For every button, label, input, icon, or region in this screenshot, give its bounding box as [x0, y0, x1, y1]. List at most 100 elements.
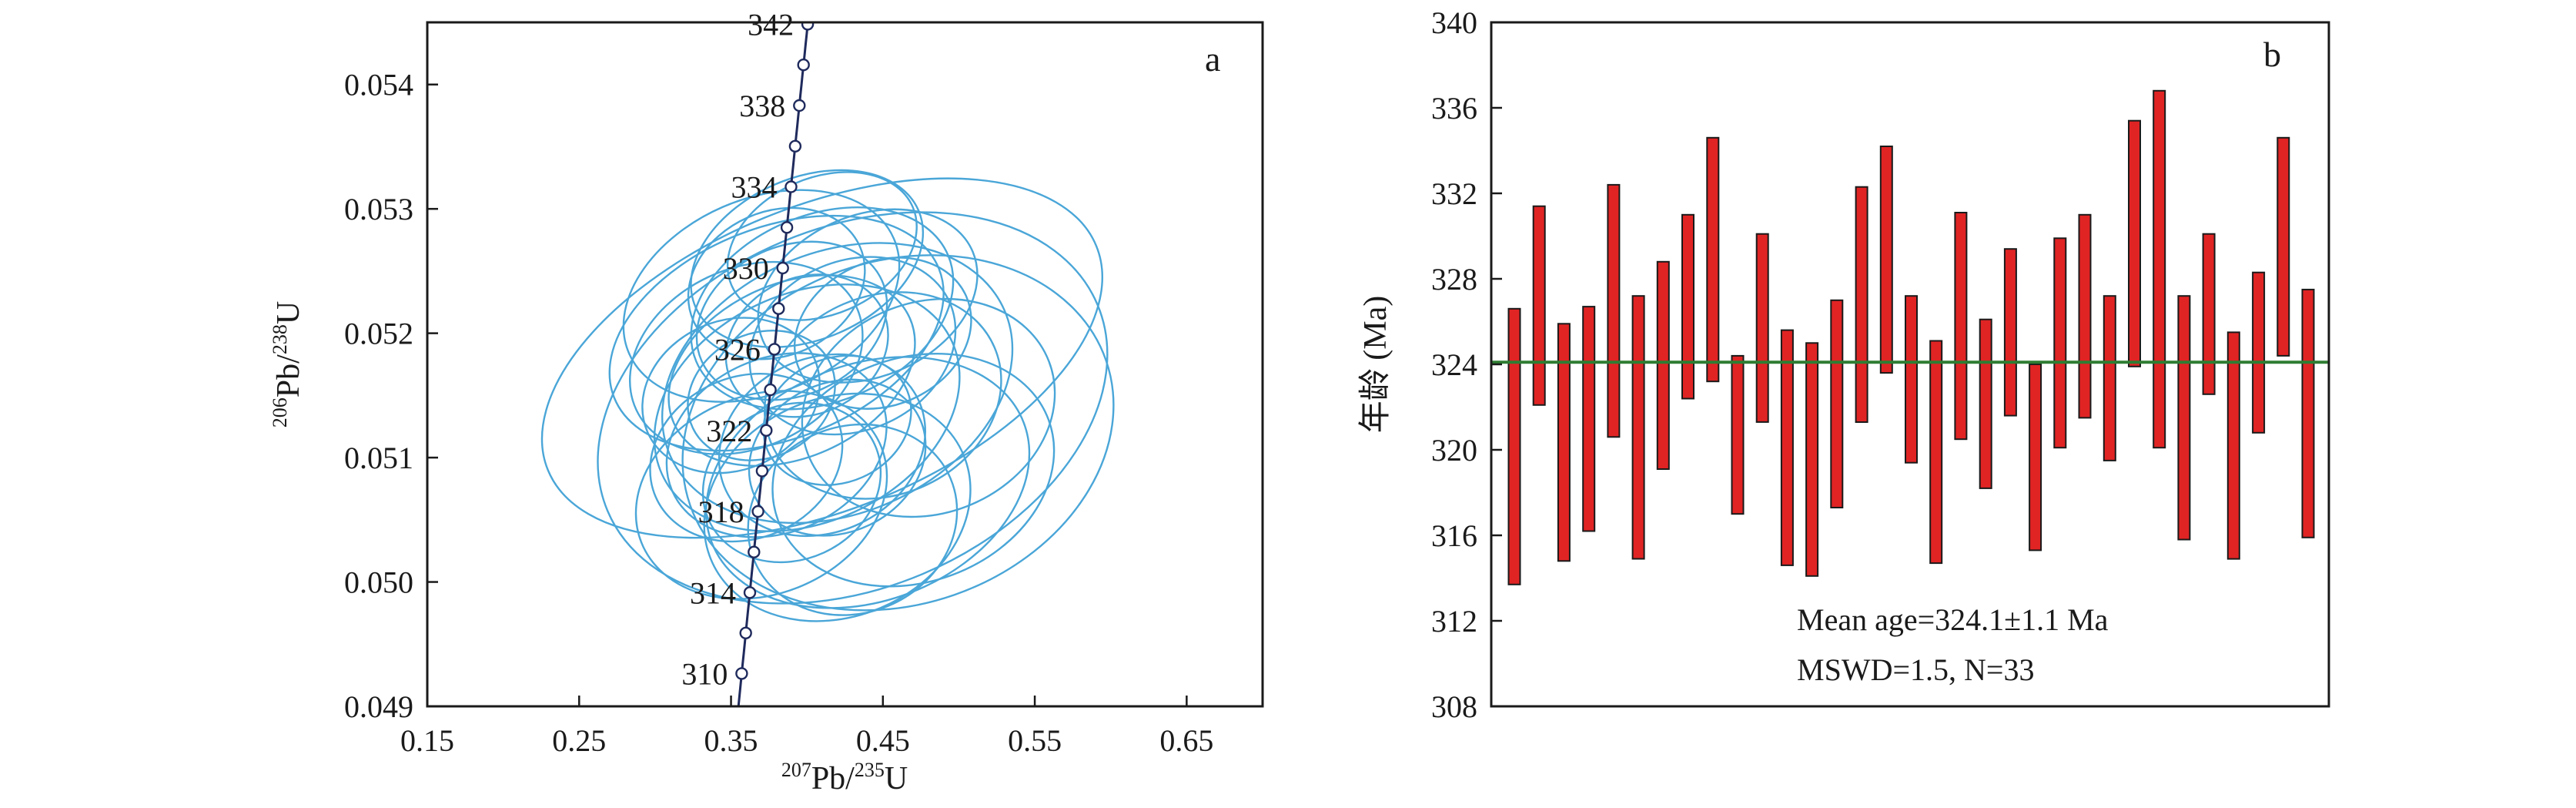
- age-error-bar: [2301, 288, 2315, 538]
- x-axis-ticks: 0.15 0.25 0.35 0.45 0.55 0.65: [400, 696, 1213, 758]
- age-error-bar: [1780, 329, 1794, 566]
- y-axis-title: 206Pb/238U: [269, 301, 306, 427]
- error-ellipse: [597, 211, 1109, 605]
- concordia-age-marker: [797, 58, 810, 72]
- annotation-mswd: MSWD=1.5, N=33: [1797, 652, 2034, 687]
- concordia-age-label: 326: [714, 332, 761, 367]
- y-tick-label: 340: [1431, 5, 1477, 40]
- panel-label-a: a: [1205, 39, 1220, 79]
- age-error-bar: [2103, 295, 2116, 461]
- age-error-bar: [1954, 212, 1968, 441]
- x-tick-label: 0.15: [400, 723, 454, 758]
- concordia-age-marker: [739, 626, 752, 639]
- age-error-bar: [1929, 340, 1943, 565]
- error-ellipse: [771, 352, 1055, 588]
- age-error-bar: [1979, 318, 1992, 489]
- error-ellipse: [649, 372, 844, 543]
- concordia-age-label: 330: [723, 251, 769, 286]
- age-error-bar: [1830, 299, 1844, 508]
- concordia-age-marker: [755, 464, 769, 478]
- error-ellipse: [622, 189, 901, 403]
- error-ellipse: [757, 208, 979, 384]
- age-error-bar: [2252, 271, 2266, 434]
- error-ellipse: [748, 378, 927, 537]
- y-tick-label: 320: [1431, 433, 1477, 468]
- y-axis-title: 年龄 (Ma): [1357, 296, 1393, 433]
- age-error-bar: [1706, 136, 1720, 383]
- concordia-age-marker: [788, 139, 802, 153]
- y-axis-ticks: 0.049 0.050 0.051 0.052 0.053 0.054: [344, 68, 438, 724]
- age-error-bar: [1656, 260, 1670, 470]
- age-error-bar: [1532, 205, 1546, 406]
- age-error-bar: [1557, 323, 1571, 562]
- y-tick-label: 0.049: [344, 689, 413, 724]
- age-error-bar: [1507, 307, 1521, 585]
- concordia-age-label: 318: [698, 495, 744, 529]
- age-error-bar: [2003, 248, 2017, 417]
- y-tick-label: 0.051: [344, 441, 413, 475]
- age-error-bar: [1631, 295, 1645, 560]
- error-ellipse: [748, 256, 957, 436]
- error-ellipse: [690, 169, 925, 348]
- y-tick-label: 336: [1431, 91, 1477, 126]
- concordia-age-label: 342: [748, 7, 794, 42]
- panel-a-frame: [426, 21, 1264, 708]
- concordia-age-label: 314: [690, 575, 736, 610]
- age-error-bar: [1607, 183, 1621, 438]
- concordia-age-marker: [751, 505, 764, 518]
- concordia-age-label: 310: [681, 656, 728, 691]
- y-tick-label: 308: [1431, 689, 1477, 724]
- concordia-age-marker: [793, 99, 806, 112]
- x-axis-title: 207Pb/235U: [781, 759, 908, 796]
- concordia-age-marker: [735, 667, 748, 680]
- y-tick-label: 312: [1431, 604, 1477, 639]
- error-ellipse: [681, 254, 1115, 612]
- age-error-bar: [1805, 342, 1819, 577]
- concordia-age-marker: [748, 545, 761, 558]
- age-error-bar: [2029, 364, 2042, 552]
- age-error-bar: [2202, 233, 2216, 395]
- error-ellipse: [801, 297, 1056, 518]
- concordia-age-label: 334: [731, 170, 778, 205]
- concordia-age-marker: [760, 424, 773, 437]
- age-error-bar: [2277, 136, 2290, 357]
- age-error-bar: [1905, 295, 1918, 464]
- error-ellipse: [667, 274, 916, 468]
- y-tick-label: 316: [1431, 518, 1477, 553]
- y-tick-label: 324: [1431, 347, 1477, 382]
- x-tick-label: 0.25: [552, 723, 606, 758]
- y-tick-label: 328: [1431, 262, 1477, 297]
- age-error-bar: [2153, 89, 2166, 449]
- concordia-layer: [735, 22, 815, 706]
- bars-layer: [1507, 89, 2315, 585]
- concordia-age-marker: [785, 180, 798, 193]
- y-tick-label: 0.053: [344, 192, 413, 226]
- y-tick-label: 332: [1431, 176, 1477, 211]
- age-error-bar: [2078, 213, 2092, 419]
- error-ellipse: [747, 423, 958, 616]
- error-ellipse: [634, 390, 888, 600]
- x-tick-label: 0.55: [1008, 723, 1062, 758]
- concordia-age-label: 338: [739, 89, 785, 123]
- x-tick-label: 0.65: [1159, 723, 1213, 758]
- age-error-bar: [2128, 119, 2141, 367]
- concordia-age-marker: [768, 343, 781, 356]
- age-error-bar: [1582, 306, 1596, 532]
- y-tick-label: 0.054: [344, 68, 413, 102]
- error-ellipse: [641, 317, 821, 474]
- age-error-bar: [2053, 237, 2067, 449]
- error-ellipse: [762, 354, 912, 486]
- error-ellipse: [701, 401, 882, 564]
- ellipses-layer: [540, 169, 1115, 622]
- age-error-bar: [1755, 233, 1769, 423]
- concordia-age-marker: [743, 586, 757, 599]
- x-tick-label: 0.35: [704, 723, 758, 758]
- concordia-age-marker: [776, 261, 789, 275]
- age-error-bar: [1879, 146, 1893, 374]
- y-tick-label: 0.052: [344, 317, 413, 351]
- error-ellipse: [687, 329, 836, 461]
- x-tick-label: 0.45: [856, 723, 910, 758]
- concordia-age-marker: [780, 221, 794, 234]
- concordia-age-marker: [801, 22, 815, 31]
